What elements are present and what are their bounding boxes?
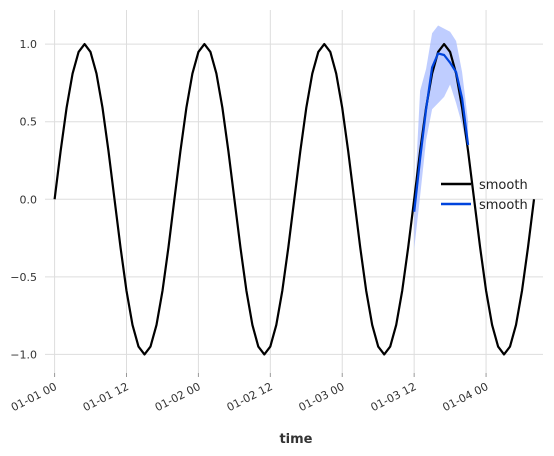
x-tick-label: 01-01 00: [9, 380, 59, 414]
x-axis-title: time: [279, 432, 312, 447]
x-tick-label: 01-03 12: [369, 380, 419, 414]
series-lines-layer: [53, 42, 536, 356]
confidence-band-layer: [414, 25, 469, 249]
confidence-band: [414, 25, 469, 249]
legend-label: smooth: [479, 198, 528, 213]
y-tick-label: 0.5: [20, 116, 38, 129]
x-tick-label: 01-04 00: [440, 380, 490, 414]
series-line-2: [413, 52, 470, 212]
y-axis-ticks: 1.0 0.5 0.0 −0.5 −1.0: [10, 38, 37, 361]
x-tick-label: 01-03 00: [297, 380, 347, 414]
series-line-1: [53, 42, 536, 356]
x-tick-label: 01-02 12: [225, 380, 275, 414]
y-tick-label: 0.0: [20, 193, 38, 206]
grid-lines: [45, 10, 543, 373]
y-tick-label: −0.5: [10, 271, 37, 284]
x-tick-label: 01-01 12: [81, 380, 131, 414]
x-tick-label: 01-02 00: [153, 380, 203, 414]
x-axis-ticks: 01-01 00 01-01 12 01-02 00 01-02 12 01-03 00…: [9, 373, 490, 414]
y-tick-label: 1.0: [20, 38, 38, 51]
y-tick-label: −1.0: [10, 348, 37, 361]
legend-label: smooth: [479, 178, 528, 193]
legend: smooth smooth: [441, 178, 528, 213]
